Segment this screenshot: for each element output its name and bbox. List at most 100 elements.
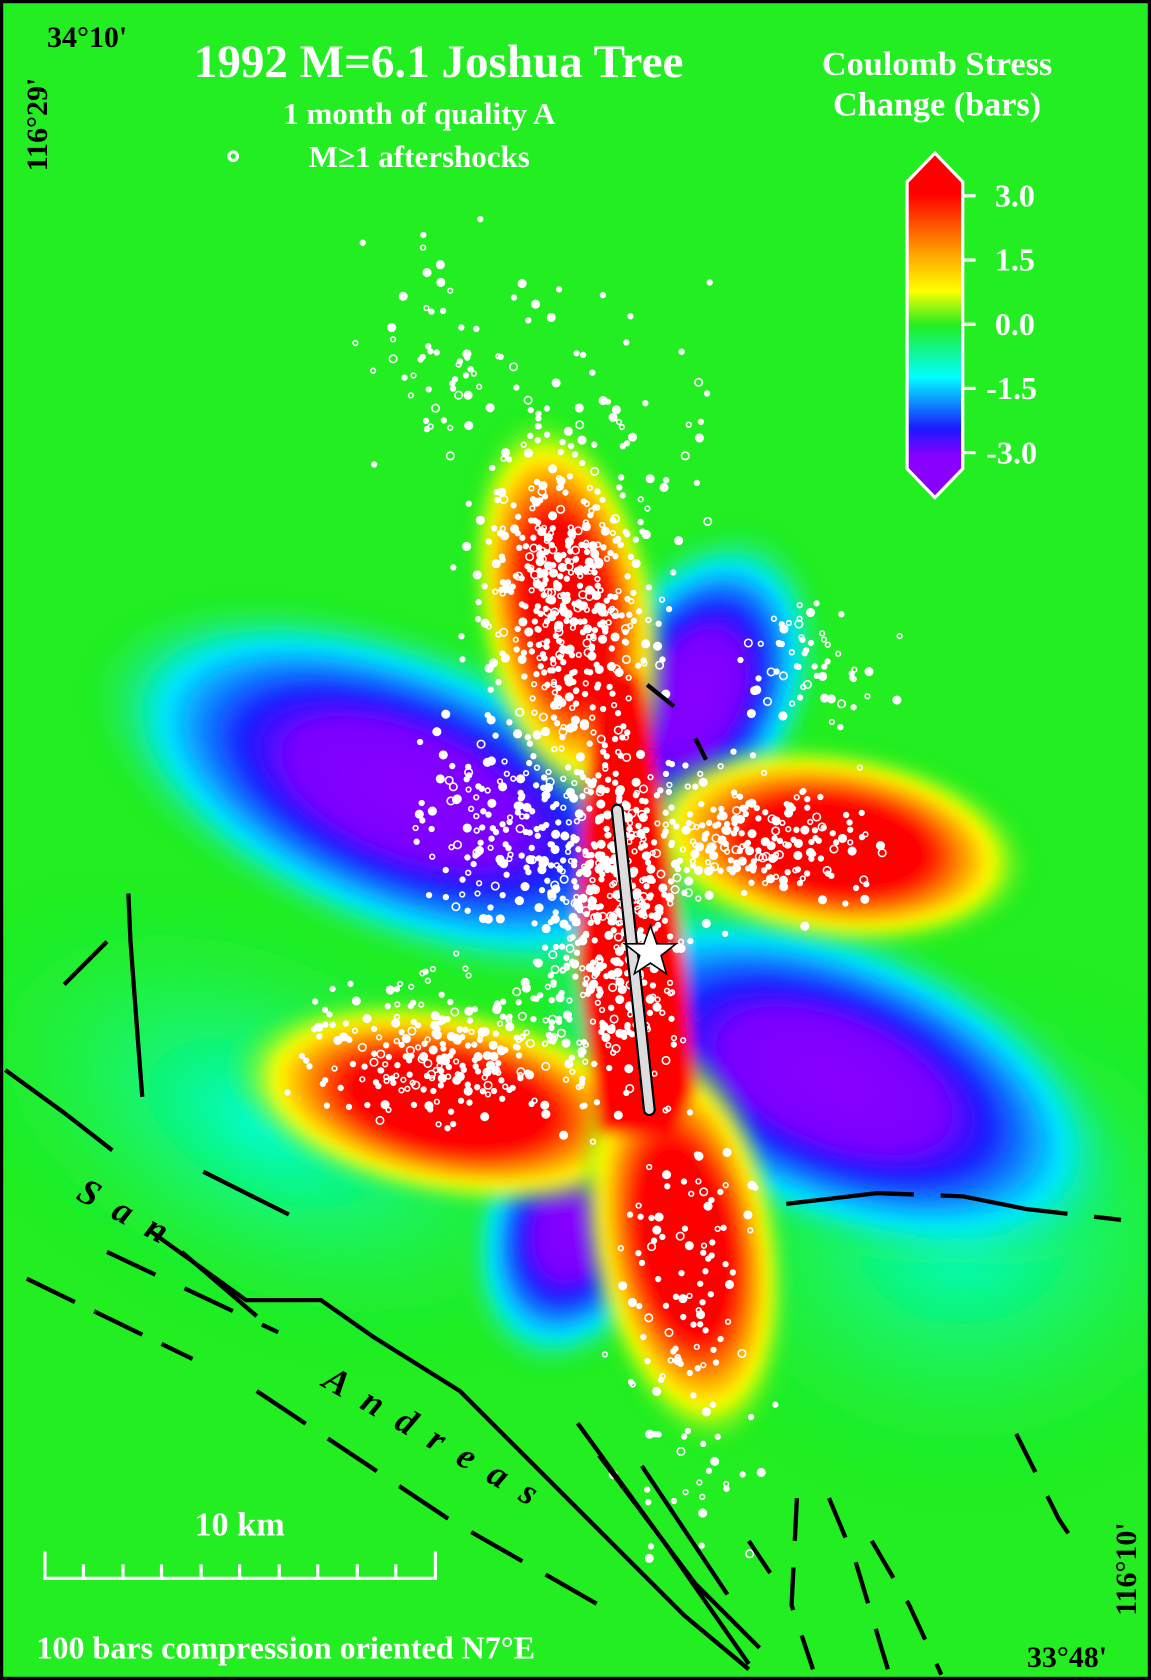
aftershock <box>526 566 534 573</box>
aftershock <box>513 384 520 391</box>
aftershock <box>612 593 619 601</box>
aftershock <box>611 735 619 743</box>
aftershock <box>529 695 536 702</box>
aftershock <box>447 1108 455 1115</box>
aftershock <box>550 981 557 988</box>
aftershock <box>603 597 610 604</box>
aftershock <box>583 624 593 634</box>
aftershock <box>487 686 494 693</box>
aftershock <box>490 881 500 891</box>
aftershock <box>500 998 507 1005</box>
aftershock <box>761 867 768 874</box>
aftershock <box>345 1103 353 1111</box>
aftershock <box>594 904 601 911</box>
aftershock <box>724 1279 735 1290</box>
aftershock <box>540 784 547 791</box>
aftershock <box>579 351 587 359</box>
aftershock <box>626 825 633 833</box>
aftershock <box>523 1029 530 1036</box>
aftershock <box>420 231 427 239</box>
aftershock <box>452 840 463 850</box>
aftershock <box>369 367 377 374</box>
aftershock <box>499 579 507 586</box>
aftershock <box>486 1060 496 1070</box>
aftershock <box>658 596 666 603</box>
aftershock <box>793 838 803 848</box>
aftershock <box>642 798 649 805</box>
aftershock <box>708 1196 715 1204</box>
aftershock <box>457 1097 465 1104</box>
aftershock <box>609 690 616 697</box>
aftershock <box>710 1456 720 1466</box>
aftershock <box>555 665 562 673</box>
aftershock <box>699 1187 709 1197</box>
aftershock <box>432 1030 443 1040</box>
aftershock <box>808 838 815 846</box>
aftershock <box>680 451 690 461</box>
aftershock <box>564 591 571 599</box>
aftershock <box>690 1321 697 1328</box>
aftershock <box>474 890 481 897</box>
aftershock <box>670 569 677 576</box>
aftershock <box>577 812 587 822</box>
aftershock <box>464 907 471 914</box>
aftershock <box>420 1086 427 1093</box>
aftershock <box>474 845 484 856</box>
aftershock <box>538 585 545 592</box>
aftershock <box>627 1011 634 1018</box>
aftershock <box>477 839 484 846</box>
aftershock <box>615 977 625 987</box>
aftershock <box>704 847 712 854</box>
aftershock <box>579 991 587 999</box>
aftershock <box>522 603 529 610</box>
aftershock <box>680 1313 687 1321</box>
aftershock <box>639 832 646 840</box>
aftershock <box>480 618 490 628</box>
aftershock <box>506 719 513 726</box>
aftershock <box>635 1249 642 1257</box>
aftershock <box>693 479 701 487</box>
aftershock <box>575 752 585 762</box>
aftershock <box>709 851 719 861</box>
aftershock <box>647 1543 655 1550</box>
aftershock <box>465 772 473 779</box>
aftershock <box>591 843 599 850</box>
aftershock <box>398 1087 405 1094</box>
aftershock <box>503 770 510 777</box>
aftershock <box>577 868 584 876</box>
aftershock <box>440 1045 447 1052</box>
aftershock <box>495 1069 502 1076</box>
aftershock <box>388 1075 396 1082</box>
aftershock <box>464 854 471 861</box>
aftershock <box>635 749 646 759</box>
aftershock <box>602 765 609 772</box>
aftershock <box>489 658 499 668</box>
aftershock <box>552 943 560 951</box>
aftershock <box>589 1138 597 1145</box>
aftershock <box>551 689 559 696</box>
aftershock <box>531 618 539 625</box>
aftershock <box>541 655 548 662</box>
aftershock <box>533 825 540 833</box>
aftershock <box>541 944 549 951</box>
aftershock <box>464 1081 471 1088</box>
aftershock <box>698 1542 705 1549</box>
aftershock <box>547 918 555 926</box>
aftershock <box>591 1060 598 1068</box>
aftershock <box>549 803 557 811</box>
aftershock <box>582 519 590 526</box>
aftershock <box>534 903 544 913</box>
aftershock <box>394 1001 401 1008</box>
aftershock <box>669 818 676 825</box>
aftershock <box>413 838 420 845</box>
aftershock <box>483 1080 493 1090</box>
aftershock <box>655 620 662 627</box>
aftershock <box>701 918 711 929</box>
aftershock <box>858 833 866 841</box>
aftershock <box>546 312 556 323</box>
aftershock <box>587 901 597 911</box>
aftershock <box>444 1125 451 1132</box>
aftershock <box>654 904 664 914</box>
aftershock <box>718 805 725 813</box>
aftershock <box>587 789 594 796</box>
